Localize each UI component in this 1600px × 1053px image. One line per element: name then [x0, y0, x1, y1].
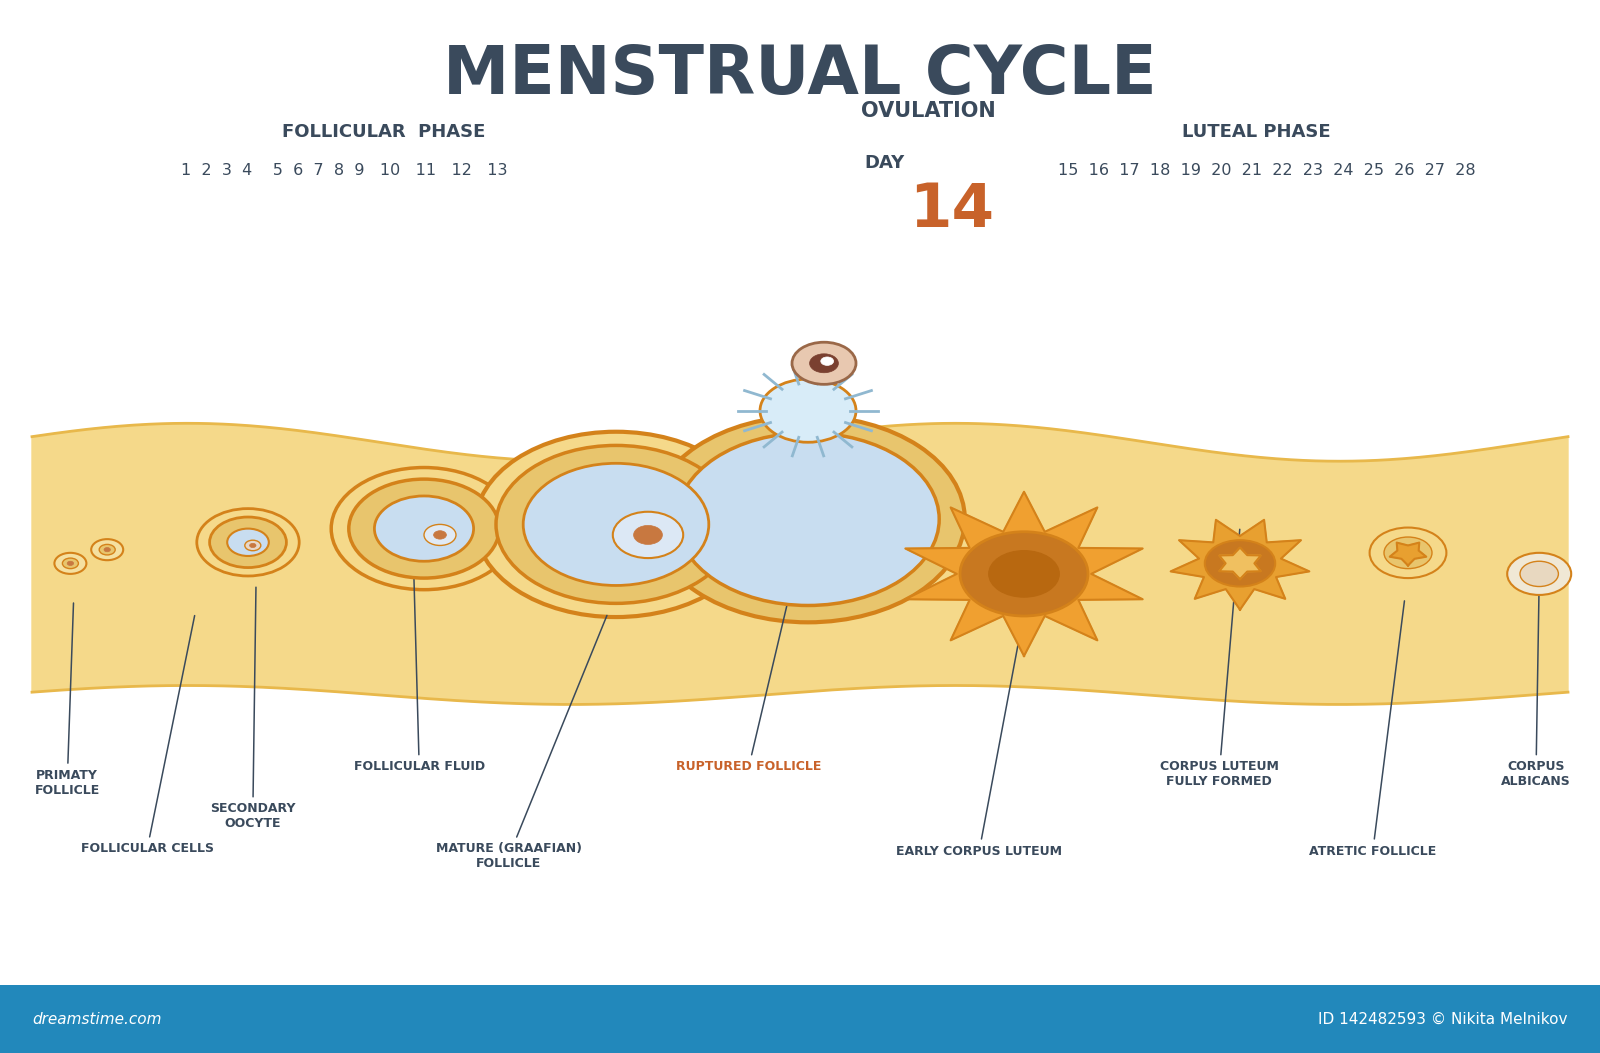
Text: FOLLICULAR  PHASE: FOLLICULAR PHASE: [282, 122, 486, 141]
Circle shape: [1370, 528, 1446, 578]
Text: dreamstime.com: dreamstime.com: [32, 1012, 162, 1027]
Circle shape: [227, 529, 269, 556]
Circle shape: [677, 433, 939, 605]
Text: ATRETIC FOLLICLE: ATRETIC FOLLICLE: [1309, 601, 1437, 857]
Circle shape: [374, 496, 474, 561]
Text: 1  2  3  4    5  6  7  8  9   10   11   12   13: 1 2 3 4 5 6 7 8 9 10 11 12 13: [181, 163, 507, 178]
Circle shape: [54, 553, 86, 574]
Circle shape: [523, 463, 709, 585]
Circle shape: [792, 342, 856, 384]
Circle shape: [250, 543, 256, 548]
Circle shape: [1520, 561, 1558, 587]
Circle shape: [989, 551, 1059, 597]
Text: OVULATION: OVULATION: [861, 101, 995, 120]
Polygon shape: [1171, 520, 1309, 610]
Circle shape: [1507, 553, 1571, 595]
Text: MENSTRUAL CYCLE: MENSTRUAL CYCLE: [443, 42, 1157, 108]
Circle shape: [634, 525, 662, 544]
Text: FOLLICULAR FLUID: FOLLICULAR FLUID: [354, 540, 485, 773]
Text: SECONDARY
OOCYTE: SECONDARY OOCYTE: [210, 588, 296, 831]
Circle shape: [475, 432, 757, 617]
Circle shape: [424, 524, 456, 545]
Circle shape: [760, 379, 856, 442]
Text: ID 142482593 © Nikita Melnikov: ID 142482593 © Nikita Melnikov: [1318, 1012, 1568, 1027]
Circle shape: [810, 354, 838, 373]
Text: CORPUS
ALBICANS: CORPUS ALBICANS: [1501, 582, 1571, 789]
Circle shape: [1384, 537, 1432, 569]
Circle shape: [1205, 540, 1275, 587]
Circle shape: [651, 416, 965, 622]
Circle shape: [99, 544, 115, 555]
Circle shape: [434, 531, 446, 539]
Circle shape: [613, 512, 683, 558]
Circle shape: [821, 357, 834, 365]
Circle shape: [104, 548, 110, 552]
Circle shape: [91, 539, 123, 560]
Circle shape: [496, 445, 736, 603]
Circle shape: [62, 558, 78, 569]
Text: MATURE (GRAAFIAN)
FOLLICLE: MATURE (GRAAFIAN) FOLLICLE: [435, 615, 606, 871]
Text: LUTEAL PHASE: LUTEAL PHASE: [1182, 122, 1330, 141]
Circle shape: [197, 509, 299, 576]
Polygon shape: [1219, 548, 1261, 579]
Polygon shape: [32, 423, 1568, 704]
Text: EARLY CORPUS LUTEUM: EARLY CORPUS LUTEUM: [896, 616, 1062, 857]
Circle shape: [331, 468, 517, 590]
Text: 14: 14: [909, 181, 994, 240]
Polygon shape: [906, 492, 1142, 656]
Circle shape: [960, 532, 1088, 616]
Text: DAY: DAY: [864, 154, 904, 173]
Text: 15  16  17  18  19  20  21  22  23  24  25  26  27  28: 15 16 17 18 19 20 21 22 23 24 25 26 27 2…: [1058, 163, 1477, 178]
Circle shape: [210, 517, 286, 568]
FancyBboxPatch shape: [0, 985, 1600, 1053]
Text: CORPUS LUTEUM
FULLY FORMED: CORPUS LUTEUM FULLY FORMED: [1160, 530, 1278, 789]
Text: PRIMATY
FOLLICLE: PRIMATY FOLLICLE: [35, 603, 99, 797]
Text: RUPTURED FOLLICLE: RUPTURED FOLLICLE: [677, 519, 821, 773]
Circle shape: [349, 479, 499, 578]
Text: FOLLICULAR CELLS: FOLLICULAR CELLS: [80, 616, 214, 855]
Polygon shape: [1390, 542, 1426, 565]
Circle shape: [245, 540, 261, 551]
Circle shape: [67, 561, 74, 565]
